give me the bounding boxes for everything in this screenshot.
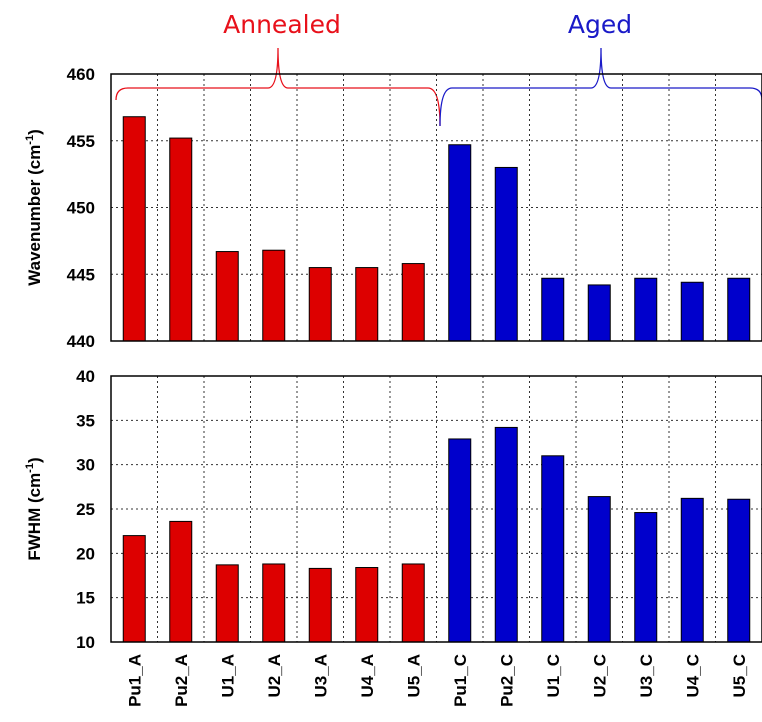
bar-u3-a: [308, 267, 332, 342]
bar-pu1-c: [448, 144, 472, 342]
y-axis-title: FWHM (cm-1): [24, 457, 44, 560]
bar-u2-c: [587, 496, 611, 643]
annealed-brace: [115, 47, 441, 127]
y-tick-label: 15: [76, 589, 95, 608]
bar-u1-a: [215, 564, 239, 643]
bar-pu2-a: [169, 137, 193, 342]
x-tick-label: U1_A: [218, 654, 237, 697]
bar-pu2-c: [494, 166, 518, 342]
bar-pu2-a: [169, 520, 193, 643]
group-label-aged: Aged: [568, 10, 632, 39]
bar-u4-c: [680, 281, 704, 342]
x-axis-tick-labels: Pu1_A Pu2_A U1_A U2_A U3_A U4_A U5_A Pu1_C Pu2_C…: [125, 654, 749, 707]
bar-u5-a: [401, 563, 425, 643]
bar-u4-a: [355, 267, 379, 342]
y-tick-label: 20: [76, 544, 95, 563]
bar-u4-a: [355, 567, 379, 643]
bar-u2-a: [262, 249, 286, 342]
y-tick-label: 455: [67, 132, 95, 151]
y-tick-label: 30: [76, 456, 95, 475]
bar-u1-c: [541, 455, 565, 643]
x-tick-label: U3_C: [637, 654, 656, 697]
x-tick-label: U3_A: [311, 654, 330, 697]
x-tick-label: U2_C: [590, 654, 609, 697]
x-tick-label: U4_C: [683, 654, 702, 697]
bar-u3-c: [634, 512, 658, 643]
bar-u5-c: [727, 498, 751, 643]
bar-u4-c: [680, 497, 704, 643]
bar-u2-a: [262, 563, 286, 643]
bar-u3-c: [634, 277, 658, 342]
y-tick-label: 440: [67, 332, 95, 351]
bar-u1-c: [541, 277, 565, 342]
bar-pu2-c: [494, 426, 518, 643]
y-tick-label: 25: [76, 500, 95, 519]
y-tick-label: 450: [67, 199, 95, 218]
bar-pu1-c: [448, 438, 472, 643]
x-tick-label: Pu2_C: [497, 654, 516, 707]
y-axis-title: Wavenumber (cm-1): [24, 129, 44, 286]
bar-u5-a: [401, 263, 425, 342]
y-tick-label: 445: [67, 265, 95, 284]
bar-pu1-a: [122, 116, 146, 342]
panel-fwhm: 10 15 20 25 30 35 40 FWHM (cm-1): [24, 367, 762, 652]
bar-u5-c: [727, 277, 751, 342]
bar-pu1-a: [122, 535, 146, 643]
group-label-annealed: Annealed: [223, 10, 341, 39]
y-tick-label: 35: [76, 411, 95, 430]
x-tick-label: Pu1_C: [451, 654, 470, 707]
x-tick-label: Pu1_A: [125, 654, 144, 707]
x-tick-label: U2_A: [265, 654, 284, 697]
plot-frame: [110, 375, 762, 643]
x-tick-label: U4_A: [358, 654, 377, 697]
plot-frame: [110, 73, 762, 342]
y-tick-label: 40: [76, 367, 95, 386]
y-tick-label: 10: [76, 633, 95, 652]
y-tick-label: 460: [67, 65, 95, 84]
bar-u2-c: [587, 284, 611, 342]
x-tick-label: Pu2_A: [172, 654, 191, 707]
bar-u3-a: [308, 567, 332, 643]
panel-wavenumber: 440 445 450 455 460 Wavenumber (cm-1): [24, 65, 762, 351]
bar-u1-a: [215, 251, 239, 342]
x-tick-label: U5_A: [404, 654, 423, 697]
aged-brace: [439, 47, 762, 127]
x-tick-label: U1_C: [544, 654, 563, 697]
x-tick-label: U5_C: [730, 654, 749, 697]
